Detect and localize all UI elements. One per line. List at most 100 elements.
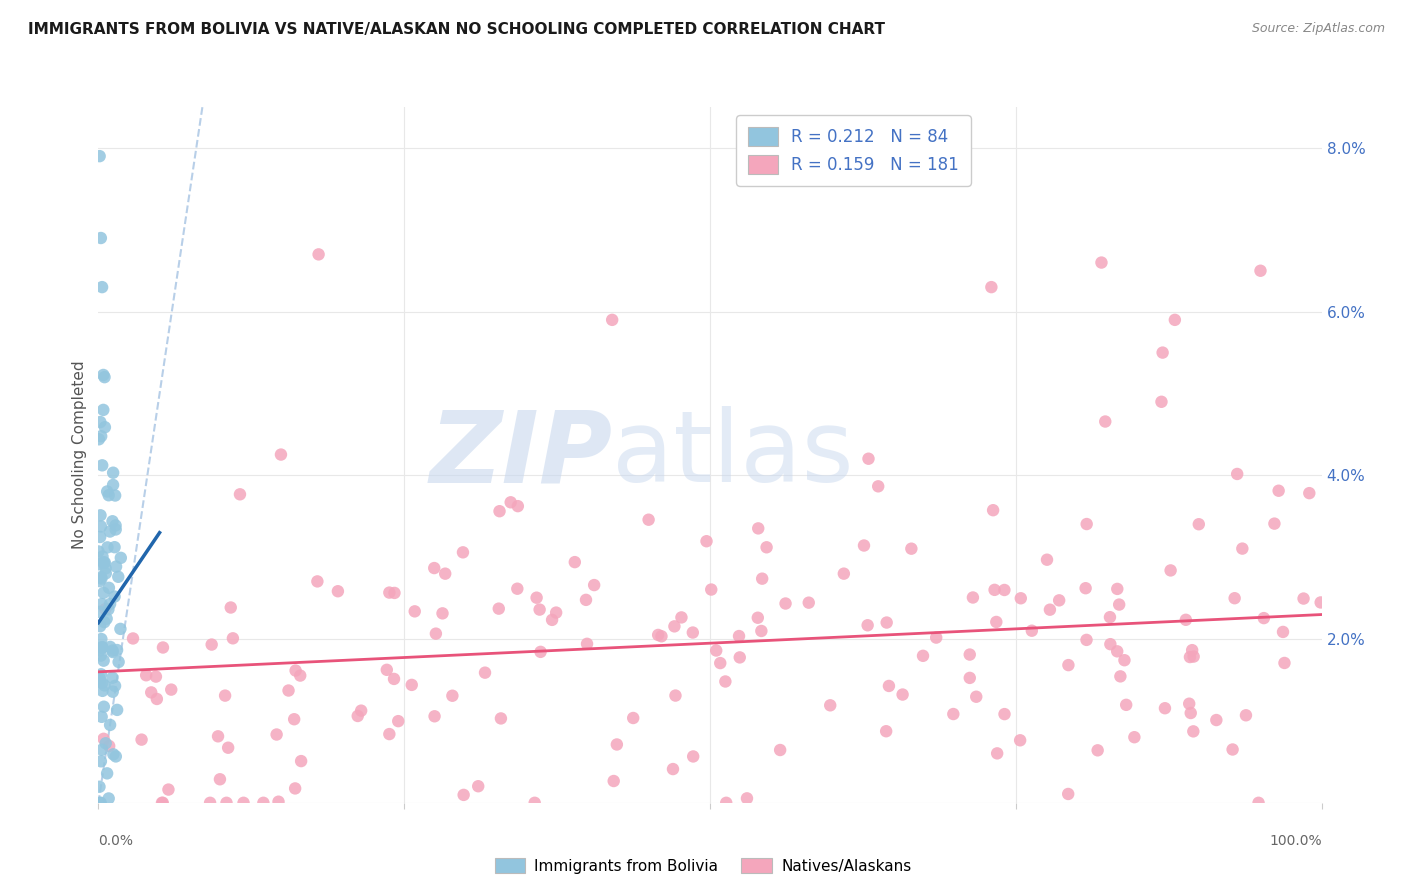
Point	[375, 663, 398, 677]
Point	[101, 478, 124, 492]
Point	[89, 574, 111, 588]
Point	[90, 796, 112, 810]
Point	[277, 683, 299, 698]
Point	[747, 611, 769, 625]
Point	[1039, 603, 1062, 617]
Point	[252, 796, 274, 810]
Point	[90, 710, 112, 724]
Point	[853, 539, 876, 553]
Point	[499, 495, 522, 509]
Point	[1057, 787, 1080, 801]
Point	[546, 606, 568, 620]
Point	[93, 368, 115, 382]
Point	[141, 685, 163, 699]
Point	[488, 504, 510, 518]
Point	[307, 574, 329, 589]
Point	[87, 432, 110, 446]
Point	[91, 549, 114, 564]
Point	[523, 796, 546, 810]
Point	[980, 280, 1002, 294]
Point	[1107, 582, 1129, 596]
Point	[1090, 255, 1112, 269]
Point	[423, 561, 446, 575]
Point	[1253, 611, 1275, 625]
Point	[94, 566, 117, 581]
Point	[832, 566, 855, 581]
Point	[232, 796, 254, 810]
Point	[270, 448, 292, 462]
Point	[1010, 733, 1032, 747]
Point	[90, 648, 112, 663]
Point	[267, 795, 290, 809]
Point	[728, 650, 751, 665]
Point	[90, 519, 112, 533]
Point	[529, 602, 551, 616]
Point	[214, 689, 236, 703]
Point	[891, 688, 914, 702]
Point	[1180, 706, 1202, 720]
Point	[682, 625, 704, 640]
Point	[93, 556, 115, 570]
Point	[875, 724, 897, 739]
Point	[769, 743, 792, 757]
Point	[1222, 742, 1244, 756]
Point	[89, 796, 111, 810]
Point	[96, 612, 118, 626]
Point	[1057, 658, 1080, 673]
Point	[90, 754, 112, 768]
Point	[1274, 656, 1296, 670]
Text: 100.0%: 100.0%	[1270, 834, 1322, 848]
Point	[714, 674, 737, 689]
Point	[96, 541, 118, 555]
Point	[157, 782, 180, 797]
Point	[1047, 593, 1070, 607]
Point	[103, 747, 125, 762]
Legend: Immigrants from Bolivia, Natives/Alaskans: Immigrants from Bolivia, Natives/Alaskan…	[488, 852, 918, 880]
Point	[91, 684, 114, 698]
Point	[541, 613, 564, 627]
Point	[526, 591, 548, 605]
Point	[107, 570, 129, 584]
Point	[1298, 486, 1320, 500]
Text: Source: ZipAtlas.com: Source: ZipAtlas.com	[1251, 22, 1385, 36]
Point	[91, 280, 114, 294]
Point	[91, 676, 114, 690]
Point	[219, 600, 242, 615]
Point	[107, 655, 129, 669]
Point	[91, 743, 114, 757]
Point	[152, 796, 174, 810]
Point	[266, 727, 288, 741]
Point	[981, 503, 1004, 517]
Point	[308, 247, 330, 261]
Point	[747, 521, 769, 535]
Text: ZIP: ZIP	[429, 407, 612, 503]
Point	[382, 672, 405, 686]
Point	[90, 632, 112, 646]
Point	[89, 530, 111, 544]
Point	[91, 556, 114, 570]
Point	[283, 712, 305, 726]
Point	[135, 668, 157, 682]
Point	[94, 556, 117, 570]
Point	[1076, 516, 1098, 531]
Point	[423, 709, 446, 723]
Point	[87, 558, 110, 572]
Point	[93, 699, 115, 714]
Point	[425, 626, 447, 640]
Point	[401, 678, 423, 692]
Point	[868, 479, 890, 493]
Point	[637, 513, 659, 527]
Point	[441, 689, 464, 703]
Point	[647, 628, 669, 642]
Point	[735, 791, 758, 805]
Point	[326, 584, 349, 599]
Point	[101, 645, 124, 659]
Point	[93, 731, 115, 746]
Point	[1263, 516, 1285, 531]
Point	[529, 645, 551, 659]
Point	[1099, 637, 1122, 651]
Point	[1182, 649, 1205, 664]
Point	[97, 581, 120, 595]
Point	[98, 524, 121, 539]
Point	[97, 602, 120, 616]
